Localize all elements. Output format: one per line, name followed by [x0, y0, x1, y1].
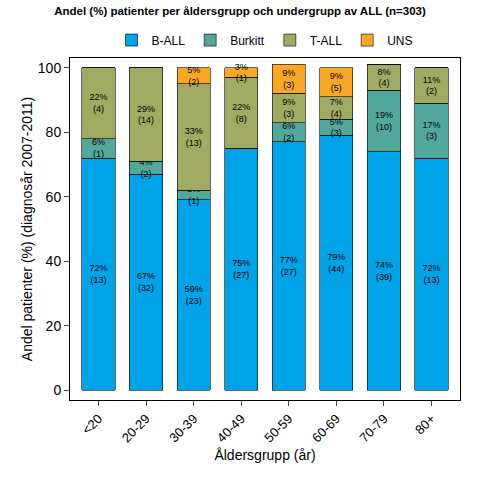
svg-text:80: 80	[46, 124, 62, 140]
svg-text:50-59: 50-59	[261, 411, 295, 445]
svg-text:72%(13): 72%(13)	[90, 263, 108, 285]
svg-text:9%(5): 9%(5)	[330, 71, 343, 93]
svg-text:Åldersgrupp (år): Åldersgrupp (år)	[214, 447, 315, 463]
svg-text:75%(27): 75%(27)	[232, 258, 250, 280]
svg-text:77%(27): 77%(27)	[280, 255, 298, 277]
svg-text:30-39: 30-39	[166, 411, 200, 445]
svg-text:19%(10): 19%(10)	[375, 110, 393, 132]
svg-text:74%(39): 74%(39)	[375, 260, 393, 282]
svg-text:70-79: 70-79	[356, 411, 390, 445]
svg-text:11%(2): 11%(2)	[423, 75, 440, 97]
svg-text:100: 100	[38, 60, 62, 76]
svg-text:UNS: UNS	[387, 34, 412, 48]
svg-text:72%(13): 72%(13)	[422, 263, 440, 285]
svg-text:B-ALL: B-ALL	[152, 34, 186, 48]
svg-text:20: 20	[46, 318, 62, 334]
svg-text:7%(4): 7%(4)	[330, 97, 343, 119]
svg-text:40-49: 40-49	[214, 411, 248, 445]
svg-text:60: 60	[46, 189, 62, 205]
svg-text:79%(44): 79%(44)	[327, 252, 345, 274]
svg-text:9%(3): 9%(3)	[282, 68, 295, 90]
svg-text:80+: 80+	[412, 411, 438, 437]
svg-text:Andel (%) patienter per ålders: Andel (%) patienter per åldersgrupp och …	[54, 5, 426, 17]
svg-text:3%(1): 3%(1)	[235, 62, 248, 84]
svg-text:3%(1): 3%(1)	[187, 184, 200, 206]
svg-text:67%(32): 67%(32)	[137, 271, 155, 293]
svg-text:6%(1): 6%(1)	[92, 137, 105, 159]
svg-text:6%(2): 6%(2)	[282, 121, 295, 143]
svg-text:40: 40	[46, 253, 62, 269]
svg-text:20-29: 20-29	[119, 411, 153, 445]
svg-text:29%(14): 29%(14)	[137, 104, 155, 126]
svg-text:5%(2): 5%(2)	[187, 65, 200, 87]
svg-text:T-ALL: T-ALL	[310, 34, 342, 48]
svg-text:17%(3): 17%(3)	[422, 120, 440, 142]
svg-text:0: 0	[53, 382, 61, 398]
svg-text:4%(2): 4%(2)	[140, 157, 153, 179]
svg-text:33%(13): 33%(13)	[185, 126, 203, 148]
svg-text:22%(4): 22%(4)	[90, 92, 108, 114]
svg-text:Andel patienter (%) (diagnosår: Andel patienter (%) (diagnosår 2007-2011…	[19, 97, 35, 361]
svg-text:<20: <20	[79, 411, 105, 437]
svg-text:8%(4): 8%(4)	[377, 67, 390, 89]
svg-text:60-69: 60-69	[309, 411, 343, 445]
svg-text:9%(3): 9%(3)	[282, 97, 295, 119]
svg-text:5%(3): 5%(3)	[330, 117, 343, 139]
svg-text:59%(23): 59%(23)	[185, 284, 203, 306]
svg-text:22%(8): 22%(8)	[232, 102, 250, 124]
svg-text:Burkitt: Burkitt	[230, 34, 265, 48]
